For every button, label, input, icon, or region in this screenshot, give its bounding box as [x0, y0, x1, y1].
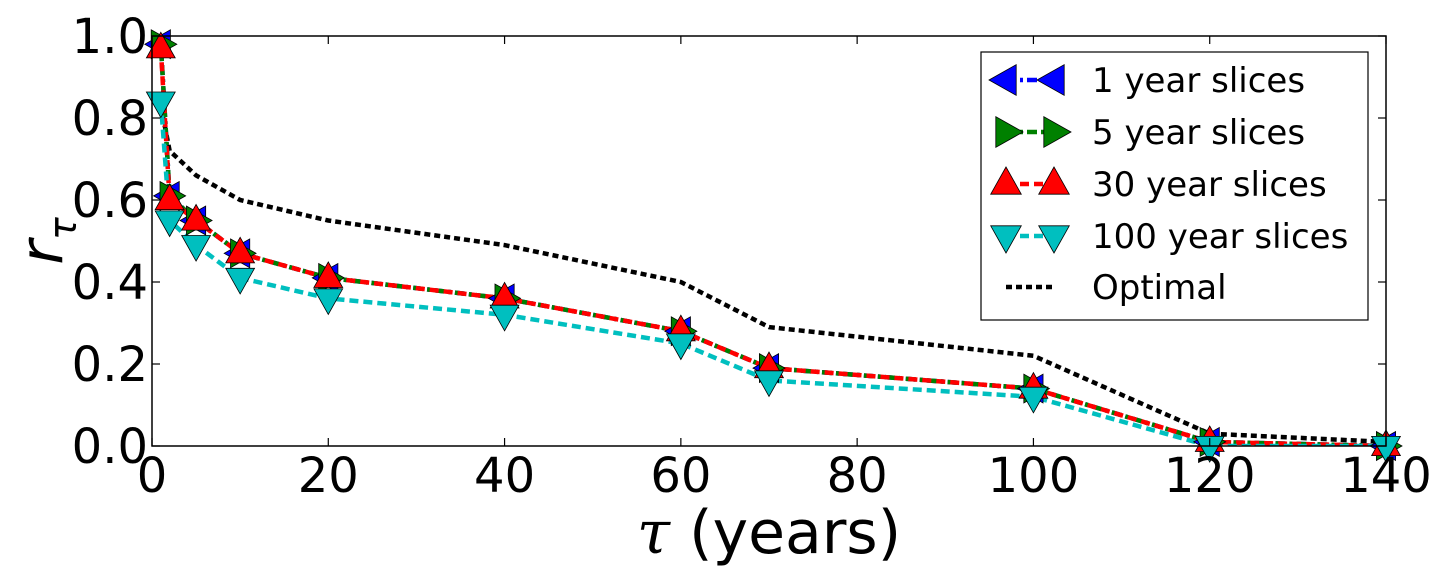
x-tick-label: 0	[137, 448, 168, 504]
data-point-30-year-slices	[154, 183, 185, 211]
legend-swatch-marker	[1043, 116, 1072, 148]
x-tick-label: 40	[474, 448, 535, 504]
legend-swatch-marker	[1038, 166, 1070, 195]
legend-item: 1 year slices	[988, 61, 1305, 101]
x-tick-label: 140	[1340, 448, 1432, 504]
data-point-100-year-slices	[145, 91, 176, 119]
legend-swatch-marker	[990, 225, 1022, 254]
data-point-100-year-slices	[1018, 386, 1049, 414]
y-axis-label: rτ	[7, 216, 85, 265]
y-tick-label: 0.8	[72, 91, 148, 147]
y-tick-label: 0.0	[72, 419, 148, 475]
legend-swatch-marker	[988, 64, 1017, 96]
x-axis-label-text: (years)	[670, 498, 901, 568]
legend-swatch-marker	[1038, 225, 1070, 254]
series-line-optimal	[158, 105, 1386, 445]
legend-item: Optimal	[1006, 268, 1227, 308]
legend-swatch-marker	[1036, 64, 1065, 96]
data-point-30-year-slices	[313, 261, 344, 288]
y-tick-label: 0.2	[72, 337, 148, 393]
data-point-30-year-slices	[180, 203, 212, 231]
x-tick-label: 80	[827, 448, 888, 504]
x-tick-label: 60	[650, 448, 711, 504]
legend-label: 1 year slices	[1092, 61, 1305, 101]
legend-label: 100 year slices	[1092, 217, 1348, 257]
legend-item: 30 year slices	[990, 165, 1327, 205]
data-point-100-year-slices	[753, 370, 785, 398]
data-point-30-year-slices	[225, 236, 256, 264]
x-tick-label: 120	[1164, 448, 1256, 504]
y-tick-label: 0.4	[72, 255, 148, 311]
data-point-100-year-slices	[180, 235, 212, 262]
y-axis-label-sub: τ	[41, 216, 85, 240]
data-point-100-year-slices	[154, 210, 185, 238]
data-point-100-year-slices	[489, 304, 520, 332]
legend: 1 year slices 5 year slices 30 year slices…	[980, 51, 1369, 321]
x-axis-label: τ (years)	[637, 498, 901, 568]
legend-swatch-marker	[995, 116, 1024, 148]
plot-area-frame	[151, 35, 1387, 447]
legend-swatch-marker	[990, 166, 1022, 195]
x-axis-label-symbol: τ	[637, 498, 671, 568]
data-point-100-year-slices	[313, 288, 344, 316]
legend-item: 5 year slices	[995, 113, 1305, 153]
y-tick-label: 0.6	[72, 173, 148, 229]
svg-text:rτ: rτ	[7, 216, 85, 265]
y-tick-label: 1.0	[72, 9, 148, 65]
legend-label: 5 year slices	[1092, 113, 1305, 153]
x-tick-label: 20	[298, 448, 359, 504]
legend-label: 30 year slices	[1092, 165, 1327, 205]
data-point-30-year-slices	[145, 31, 176, 59]
data-point-100-year-slices	[225, 267, 256, 295]
x-tick-label: 100	[988, 448, 1080, 504]
data-point-100-year-slices	[1194, 435, 1225, 463]
y-axis-label-main: r	[7, 237, 77, 265]
data-point-100-year-slices	[665, 333, 696, 361]
legend-item: 100 year slices	[990, 217, 1348, 257]
legend-label: Optimal	[1092, 268, 1227, 308]
